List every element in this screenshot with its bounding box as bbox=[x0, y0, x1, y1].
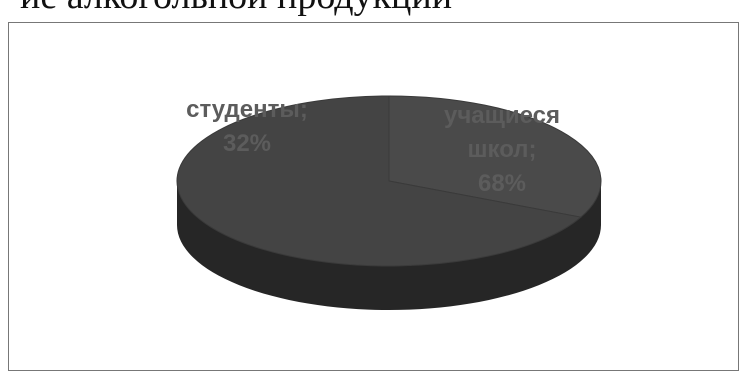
page-header-text: ие алкогольной продукции bbox=[20, 0, 452, 18]
pie-chart: студенты; 32% учащиеся школ; 68% bbox=[176, 95, 602, 310]
pie-slice-1 bbox=[388, 95, 602, 218]
pie-slice-label-2: учащиеся школ; 68% bbox=[444, 102, 560, 197]
pie-3d-side bbox=[177, 181, 601, 310]
pie-slice-label-line: школ; bbox=[468, 136, 537, 163]
pie-labels: студенты; 32% учащиеся школ; 68% bbox=[186, 96, 560, 197]
pie-slice-label-1: студенты; 32% bbox=[186, 96, 308, 157]
chart-frame: студенты; 32% учащиеся школ; 68% bbox=[8, 22, 739, 371]
pie-slices bbox=[176, 95, 602, 267]
pie-slice-label-line: студенты; bbox=[186, 96, 308, 123]
pie-slice-label-line: учащиеся bbox=[444, 102, 560, 129]
pie-slice-label-line: 68% bbox=[478, 170, 526, 197]
pie-slice-2 bbox=[176, 95, 582, 267]
pie-slice-label-line: 32% bbox=[223, 130, 271, 157]
pie-side-band bbox=[177, 181, 601, 310]
